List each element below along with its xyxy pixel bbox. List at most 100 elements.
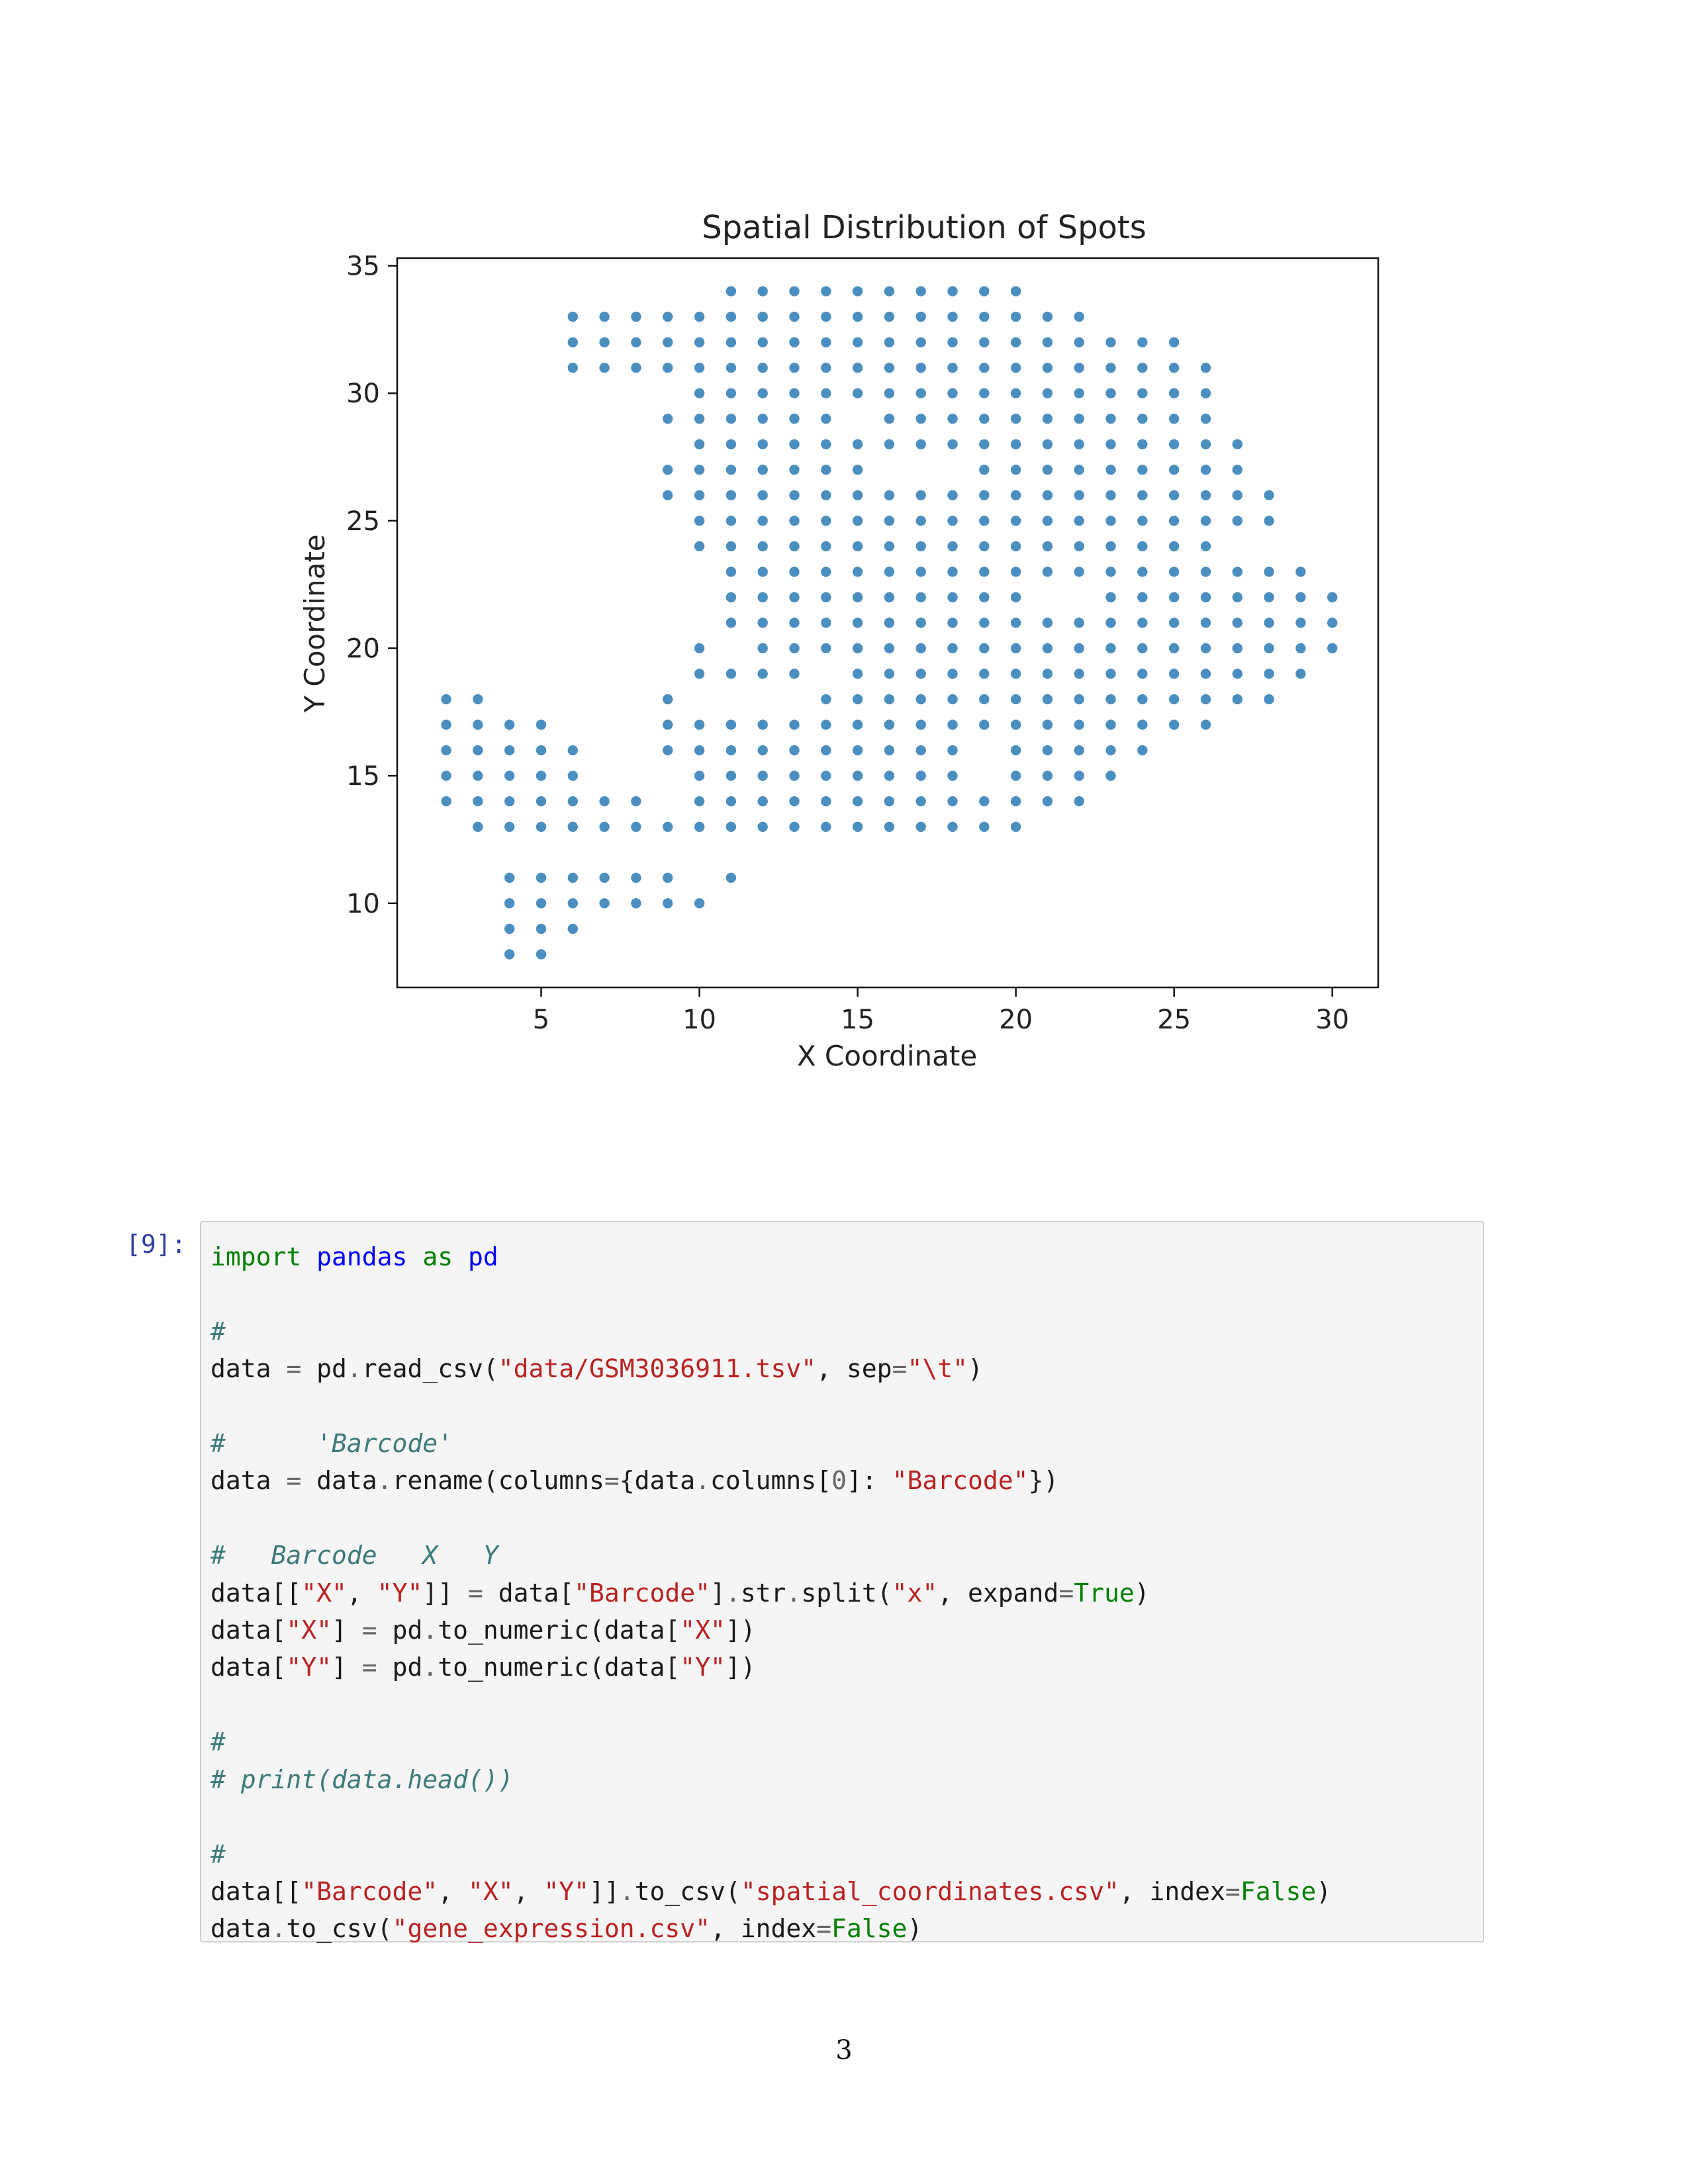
code-block: import pandas as pd # data = pd.read_csv… [211, 1238, 1331, 1948]
data-point [1262, 616, 1276, 629]
data-point [788, 488, 801, 502]
data-point [1168, 616, 1180, 629]
data-point [883, 488, 896, 502]
data-point [978, 336, 991, 349]
x-tick-label: 15 [841, 1005, 874, 1035]
data-point [978, 437, 991, 451]
data-point [883, 821, 896, 833]
data-point [1168, 361, 1180, 375]
data-point [1072, 361, 1086, 375]
data-point [788, 361, 801, 375]
data-point [883, 667, 896, 680]
data-point [883, 744, 896, 756]
x-tick-label: 5 [533, 1005, 549, 1035]
data-point [946, 437, 959, 451]
data-point [1041, 769, 1054, 782]
data-point [820, 336, 833, 349]
chart-title: Spatial Distribution of Spots [702, 209, 1146, 246]
data-point [440, 693, 453, 705]
data-point [1104, 616, 1117, 629]
data-point [851, 514, 864, 527]
data-point [883, 591, 896, 604]
data-point [535, 923, 547, 935]
data-point [535, 872, 547, 884]
data-point [788, 744, 801, 756]
data-point [661, 744, 675, 756]
data-point [1041, 540, 1054, 553]
data-point [1294, 591, 1307, 604]
data-point [914, 285, 927, 298]
data-point [978, 310, 991, 323]
data-point [756, 667, 769, 680]
cell-prompt: [9]: [126, 1230, 187, 1259]
data-point [1041, 488, 1054, 502]
data-point [598, 361, 611, 375]
data-point [756, 616, 769, 629]
data-point [725, 310, 737, 323]
data-point [725, 437, 737, 451]
data-point [946, 514, 959, 527]
data-point [820, 565, 833, 578]
data-point [598, 897, 611, 910]
data-point [1009, 285, 1022, 298]
code-cell[interactable]: import pandas as pd # data = pd.read_csv… [200, 1221, 1484, 1943]
x-tick-label: 30 [1315, 1005, 1349, 1035]
data-point [1041, 437, 1054, 451]
data-point [1009, 540, 1022, 553]
data-point [1136, 387, 1149, 400]
data-point [978, 361, 991, 375]
data-point [820, 821, 833, 833]
data-point [788, 642, 801, 655]
data-point [725, 540, 737, 553]
data-point [535, 821, 547, 833]
data-point [946, 310, 959, 323]
data-point [1041, 744, 1054, 756]
data-point [1072, 463, 1086, 477]
data-point [693, 463, 706, 477]
data-point [1009, 616, 1022, 629]
data-point [693, 361, 706, 375]
data-point [1009, 412, 1022, 426]
data-point [535, 769, 547, 782]
data-point [978, 718, 991, 731]
data-point [914, 361, 927, 375]
data-point [1231, 565, 1244, 578]
data-point [1136, 412, 1149, 426]
data-point [788, 514, 801, 527]
data-point [946, 591, 959, 604]
data-point [1009, 795, 1022, 807]
code-line: data = data.rename(columns={data.columns… [211, 1466, 1059, 1496]
data-point [598, 310, 611, 323]
data-point [914, 387, 927, 400]
data-point [914, 718, 927, 731]
data-point [851, 693, 864, 705]
data-point [1231, 667, 1244, 680]
data-point [1136, 642, 1149, 655]
data-point [851, 540, 864, 553]
x-tick-label: 10 [682, 1005, 716, 1035]
data-point [851, 744, 864, 756]
data-point [1326, 616, 1338, 629]
data-point [756, 821, 769, 833]
data-point [883, 616, 896, 629]
data-point [788, 718, 801, 731]
data-point [598, 336, 611, 349]
data-point [820, 412, 833, 426]
data-point [1231, 591, 1244, 604]
data-point [820, 514, 833, 527]
data-point [788, 412, 801, 426]
data-point [946, 540, 959, 553]
data-point [471, 795, 485, 807]
data-point [1072, 744, 1086, 756]
data-point [756, 285, 769, 298]
data-point [883, 540, 896, 553]
data-point [1041, 667, 1054, 680]
data-point [1041, 795, 1054, 807]
data-point [1136, 514, 1149, 527]
data-point [820, 488, 833, 502]
data-point [1072, 667, 1086, 680]
data-point [788, 336, 801, 349]
data-point [788, 769, 801, 782]
data-point [788, 310, 801, 323]
data-point [756, 514, 769, 527]
